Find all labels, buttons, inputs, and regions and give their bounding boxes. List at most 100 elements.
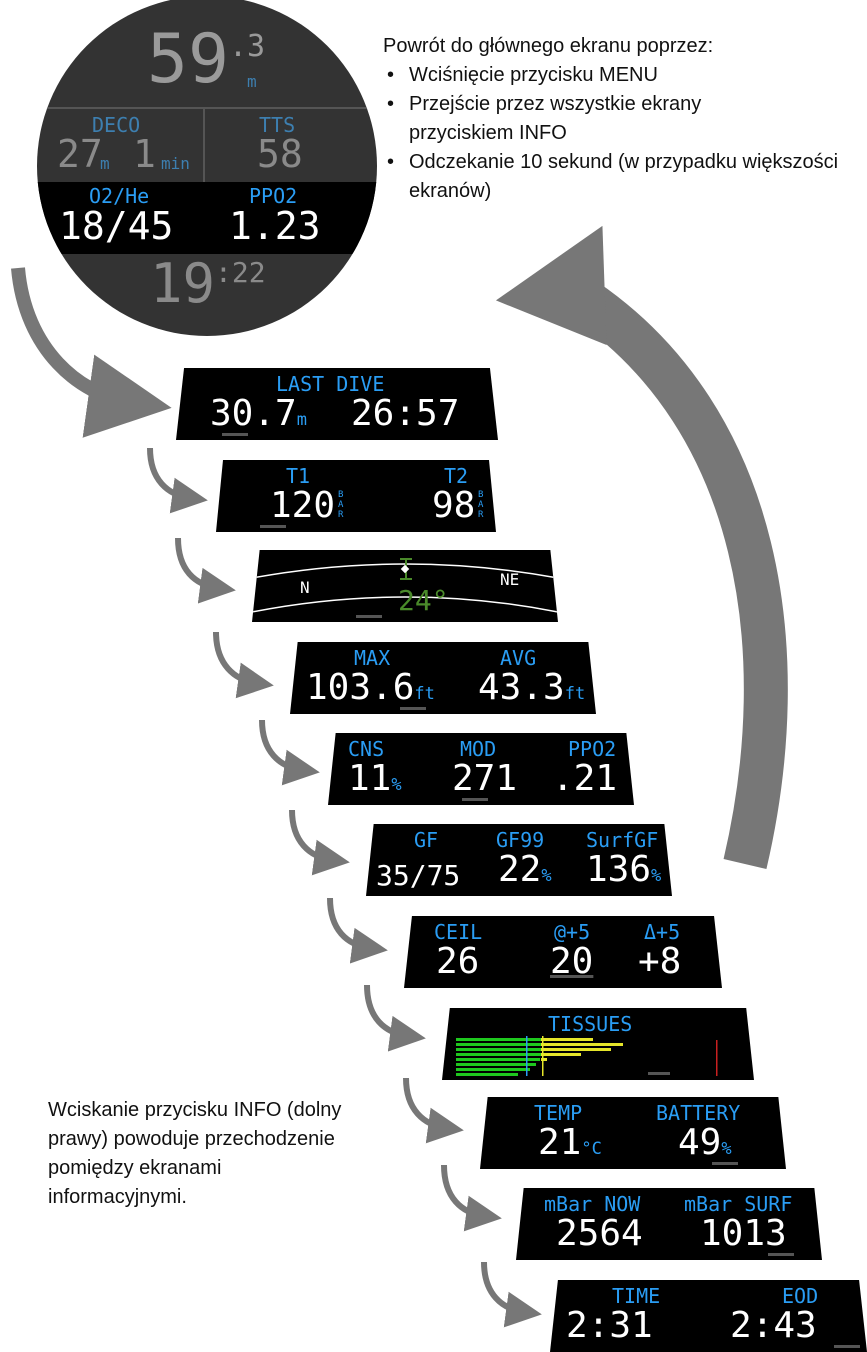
time-minutes: :22 [215, 256, 266, 289]
depth-decimal: .3 [229, 29, 266, 64]
avg-unit: ft [564, 684, 586, 704]
deco-time-unit: min [161, 154, 190, 173]
gas-value: 18/45 [59, 204, 174, 248]
deco-time: 1 [133, 132, 156, 176]
scroll-mark [356, 615, 382, 618]
time-hours: 19 [150, 252, 216, 315]
arrow-step [481, 1261, 542, 1328]
temp-value-number: 21 [538, 1122, 582, 1163]
gas-label: O2/He [89, 184, 150, 208]
divider [203, 109, 205, 183]
temp-unit: °C [581, 1139, 602, 1159]
t1-unit: BAR [338, 490, 344, 520]
avg-value: 43.3ft [478, 670, 585, 712]
return-note-item: • Przejście przez wszystkie ekrany przyci… [383, 90, 789, 148]
screen-tanks: T1 120 BAR T2 98 BAR [216, 460, 496, 532]
t1-value: 120 [270, 485, 336, 526]
arrow-step [403, 1077, 464, 1144]
ppo2-label: PPO2 [249, 184, 298, 208]
gf99-value-number: 22 [498, 849, 542, 890]
gf99-unit: % [541, 866, 552, 886]
ceil-label: CEIL [434, 920, 483, 944]
deco-depth: 27 [57, 132, 103, 176]
temp-label: TEMP [534, 1101, 583, 1125]
depth-unit: m [247, 72, 257, 91]
scroll-mark [462, 798, 488, 801]
compass-heading: 24° [398, 584, 449, 617]
bullet: • [387, 64, 395, 86]
surfgf-value: 136% [586, 852, 661, 894]
arrow-step [441, 1164, 502, 1232]
screen-gf: GF 35/75 GF99 22% SurfGF 136% [366, 824, 672, 896]
scroll-mark [260, 525, 286, 528]
t2-label: T2 [444, 464, 469, 488]
eod-label: EOD [782, 1284, 819, 1308]
tissues-bar-graph [456, 1036, 718, 1076]
mbar-surf-value: 1013 [700, 1213, 787, 1254]
scroll-mark [222, 433, 248, 436]
ppo2-value: .21 [552, 758, 618, 799]
eod-value: 2:43 [730, 1305, 817, 1346]
cns-value: 11% [348, 761, 402, 803]
screen-last-dive: LAST DIVE 30.7m 26:57 [176, 368, 498, 440]
screen-pressure: mBar NOW 2564 mBar SURF 1013 [516, 1188, 822, 1260]
screen-temp: TEMP 21°C BATTERY 49% [480, 1097, 786, 1169]
at5-label: @+5 [554, 920, 591, 944]
mbar-surf-label: mBar SURF [684, 1192, 793, 1216]
surfgf-label: SurfGF [586, 828, 659, 852]
divider [37, 107, 377, 109]
arrow-step [289, 809, 350, 876]
tts-label: TTS [259, 113, 296, 137]
max-value-number: 103.6 [306, 667, 415, 708]
last-dive-depth: 30.7m [210, 396, 307, 438]
tts-value: 58 [257, 132, 303, 176]
arrow-step [213, 631, 274, 699]
screen-tissues: TISSUES [442, 1008, 754, 1080]
mod-value: 271 [452, 758, 518, 799]
t2-value: 98 [432, 485, 476, 526]
bullet: • [387, 93, 395, 115]
battery-value: 49% [678, 1125, 732, 1167]
return-note-item-text: Wciśnięcie przycisku MENU [409, 64, 658, 86]
arrow-step [147, 447, 208, 514]
return-note-item-text: Odczekanie 10 sekund (w przypadku większ… [409, 151, 839, 202]
delta5-value: +8 [638, 941, 682, 982]
battery-value-number: 49 [678, 1122, 722, 1163]
ppo2-value: 1.23 [229, 204, 321, 248]
temp-value: 21°C [538, 1125, 602, 1167]
mbar-now-value: 2564 [556, 1213, 643, 1254]
scroll-mark [712, 1162, 738, 1165]
mod-label: MOD [460, 737, 497, 761]
scroll-mark [768, 1253, 794, 1256]
screen-time: TIME 2:31 EOD 2:43 [550, 1280, 867, 1352]
depth-value: 59 [147, 20, 229, 99]
compass-n-label: N [300, 578, 310, 597]
cns-value-number: 11 [348, 758, 392, 799]
depth-row: 59 .3 m [37, 0, 377, 108]
return-arrow-head [495, 225, 607, 346]
surfgf-unit: % [651, 866, 662, 886]
scroll-mark [400, 707, 426, 710]
t1-label: T1 [286, 464, 311, 488]
max-unit: ft [414, 684, 435, 704]
scroll-mark [834, 1345, 860, 1348]
battery-unit: % [721, 1139, 732, 1159]
time-label: TIME [612, 1284, 661, 1308]
ppo2-label: PPO2 [568, 737, 617, 761]
ceil-value: 26 [436, 941, 480, 982]
screen-ceil: CEIL 26 @+5 20 Δ+5 +8 [404, 916, 722, 988]
arrow-step [364, 984, 426, 1052]
return-note-heading: Powrót do głównego ekranu poprzez: [383, 35, 714, 57]
gf99-value: 22% [498, 852, 552, 894]
battery-label: BATTERY [656, 1101, 741, 1125]
last-dive-time: 26:57 [351, 393, 460, 434]
return-note-item: • Odczekanie 10 sekund (w przypadku więks… [383, 148, 859, 206]
bullet: • [387, 151, 395, 173]
screen-compass: N NE 24° [252, 550, 558, 622]
return-arrow [572, 281, 788, 869]
avg-label: AVG [500, 646, 537, 670]
gf-value: 35/75 [376, 859, 461, 892]
deco-label: DECO [92, 113, 141, 137]
tissues-label: TISSUES [548, 1012, 633, 1036]
t2-unit: BAR [478, 490, 484, 520]
